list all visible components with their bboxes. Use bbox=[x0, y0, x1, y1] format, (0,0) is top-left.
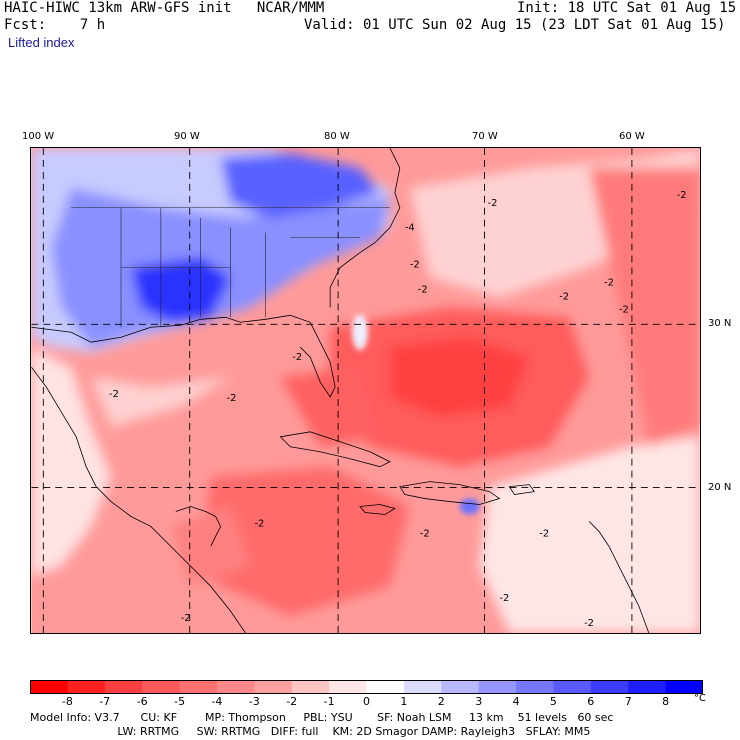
lon-label-70w: 70 W bbox=[472, 131, 498, 142]
contour-label: -2 bbox=[227, 393, 237, 404]
lon-label-60w: 60 W bbox=[619, 131, 645, 142]
colorbar-cell bbox=[628, 680, 667, 694]
colorbar-label: -2 bbox=[286, 695, 298, 708]
colorbar-label: -1 bbox=[323, 695, 335, 708]
colorbar-label: -5 bbox=[174, 695, 186, 708]
colorbar-label: 1 bbox=[400, 695, 408, 708]
colorbar-cell bbox=[291, 680, 330, 694]
contour-label: -2 bbox=[410, 260, 420, 271]
colorbar-label: 7 bbox=[624, 695, 632, 708]
colorbar-cell bbox=[30, 680, 68, 694]
init-time: Init: 18 UTC Sat 01 Aug 15 bbox=[517, 0, 737, 16]
grid-lines bbox=[31, 148, 700, 633]
colorbar-cell bbox=[665, 680, 703, 694]
contour-label: -2 bbox=[420, 528, 430, 539]
model-title: HAIC-HIWC 13km ARW-GFS init NCAR/MMM bbox=[4, 0, 325, 16]
colorbar-label: 6 bbox=[587, 695, 595, 708]
forecast-hour: Fcst: 7 h bbox=[4, 17, 106, 33]
lon-label-90w: 90 W bbox=[174, 131, 200, 142]
lon-label-80w: 80 W bbox=[324, 131, 350, 142]
colorbar-cell bbox=[403, 680, 442, 694]
contour-label: -2 bbox=[499, 593, 509, 604]
colorbar-cell bbox=[366, 680, 405, 694]
coastlines bbox=[31, 148, 650, 633]
contour-label: -2 bbox=[539, 528, 549, 539]
contour-label: -2 bbox=[254, 518, 264, 529]
colorbar-cell bbox=[441, 680, 480, 694]
colorbar-cell bbox=[179, 680, 218, 694]
colorbar-cell bbox=[254, 680, 293, 694]
lat-label-20n: 20 N bbox=[708, 482, 732, 493]
contour-label: -2 bbox=[109, 389, 119, 400]
field-shading bbox=[31, 148, 700, 633]
colorbar-label: -4 bbox=[211, 695, 223, 708]
contour-label: -2 bbox=[181, 613, 191, 624]
colorbar-label: -8 bbox=[61, 695, 73, 708]
colorbar-label: 5 bbox=[549, 695, 557, 708]
contour-label: -2 bbox=[584, 618, 594, 629]
lon-label-100w: 100 W bbox=[22, 131, 55, 142]
colorbar-cell bbox=[67, 680, 106, 694]
colorbar-label: -6 bbox=[136, 695, 148, 708]
colorbar-label: 3 bbox=[475, 695, 483, 708]
lifted-index-map: -2 -2 -2 -2 -2 -2 -2 -2 -2 -2 -2 -2 -2 -… bbox=[30, 147, 701, 634]
contour-label: -2 bbox=[619, 304, 629, 315]
lat-label-30n: 30 N bbox=[708, 318, 732, 329]
model-info-line2: LW: RRTMG SW: RRTMG DIFF: full KM: 2D Sm… bbox=[30, 725, 591, 738]
colorbar-unit: °C bbox=[694, 693, 706, 704]
colorbar bbox=[30, 680, 703, 694]
contour-label: -2 bbox=[292, 352, 302, 363]
colorbar-cell bbox=[553, 680, 592, 694]
valid-time: Valid: 01 UTC Sun 02 Aug 15 (23 LDT Sat … bbox=[304, 17, 726, 33]
model-info-line1: Model Info: V3.7 CU: KF MP: Thompson PBL… bbox=[30, 711, 614, 724]
contour-label: -2 bbox=[418, 284, 428, 295]
contour-label: -2 bbox=[677, 190, 687, 201]
colorbar-label: -3 bbox=[248, 695, 260, 708]
colorbar-label: 2 bbox=[437, 695, 445, 708]
colorbar-cell bbox=[104, 680, 143, 694]
colorbar-cell bbox=[216, 680, 255, 694]
contour-label: -2 bbox=[487, 198, 497, 209]
contour-label: -2 bbox=[604, 277, 614, 288]
colorbar-cell bbox=[590, 680, 629, 694]
colorbar-label: -7 bbox=[99, 695, 111, 708]
colorbar-label: 0 bbox=[363, 695, 370, 708]
colorbar-label: 4 bbox=[512, 695, 520, 708]
contour-label: -4 bbox=[405, 223, 415, 234]
colorbar-cell bbox=[329, 680, 367, 694]
colorbar-cell bbox=[142, 680, 181, 694]
field-name: Lifted index bbox=[8, 35, 75, 50]
colorbar-label: 8 bbox=[662, 695, 670, 708]
colorbar-cell bbox=[478, 680, 517, 694]
colorbar-cell bbox=[516, 680, 554, 694]
contour-label: -2 bbox=[559, 291, 569, 302]
state-borders bbox=[71, 207, 390, 328]
